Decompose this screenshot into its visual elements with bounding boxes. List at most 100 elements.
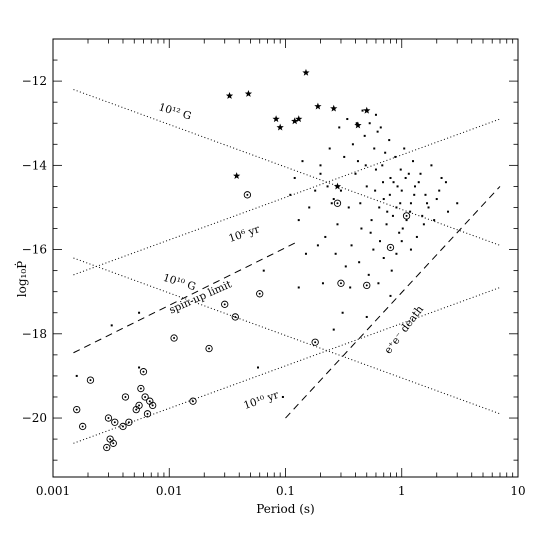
pulsar-point <box>341 311 344 314</box>
x-tick-label: 0.1 <box>276 484 295 498</box>
reference-line-label: e⁺e⁻ death <box>382 303 426 356</box>
pulsar-point <box>370 219 373 222</box>
pulsar-point <box>430 164 433 167</box>
binary-pulsar-point <box>243 191 252 199</box>
magnetar-star-point <box>272 115 280 123</box>
pulsar-point <box>427 206 430 209</box>
pulsar-point <box>389 294 392 297</box>
pulsar-point <box>394 155 397 158</box>
magnetar-star-point <box>354 121 362 129</box>
pulsar-point <box>372 248 375 251</box>
pulsar-point <box>367 273 370 276</box>
pulsar-point <box>398 231 401 234</box>
pulsar-point <box>392 181 395 184</box>
y-tick-label: −20 <box>22 411 47 425</box>
pulsar-point <box>344 265 347 268</box>
pulsar-point <box>407 172 410 175</box>
binary-pulsar-point <box>125 418 133 426</box>
pulsar-point <box>382 181 385 184</box>
pulsar-point <box>364 164 367 167</box>
pulsar-point <box>395 206 398 209</box>
pulsar-point <box>339 189 342 192</box>
pulsar-point <box>377 282 380 285</box>
binary-pulsar-point <box>221 300 229 308</box>
magnetar-star-point <box>333 182 342 190</box>
pulsar-point <box>363 134 366 137</box>
reference-line-label: 10¹⁰ yr <box>242 389 281 412</box>
pulsar-point <box>399 168 402 171</box>
pulsar-point <box>346 118 349 121</box>
pulsar-point <box>359 202 362 205</box>
pulsar-point <box>281 395 284 398</box>
binary-pulsar-point <box>103 443 111 452</box>
pulsar-point <box>374 168 377 171</box>
axis-ticks: 0.001 0.01 0.1 1 10 −12 −14 −16 −18 −20 <box>22 38 526 498</box>
pulsar-point <box>350 244 353 247</box>
pulsar-point <box>297 219 300 222</box>
pulsar-point <box>330 202 333 205</box>
binary-pulsar-point <box>111 418 119 426</box>
pulsar-point <box>381 164 384 167</box>
pulsar-point <box>336 223 339 226</box>
reference-line <box>73 257 501 415</box>
pulsar-point <box>373 147 376 150</box>
pulsar-point <box>289 193 292 196</box>
y-axis-label: log₁₀Ṗ <box>14 261 29 297</box>
pulsar-point <box>385 223 388 226</box>
reference-line-label: 10⁶ yr <box>227 223 262 245</box>
pulsar-point <box>358 261 361 264</box>
magnetar-star-point <box>291 117 299 125</box>
magnetar-star-point <box>330 104 338 112</box>
pulsar-point <box>440 176 443 179</box>
pulsar-point <box>321 282 324 285</box>
pulsar-point <box>417 181 420 184</box>
pulsar-point <box>391 214 394 217</box>
magnetar-star-point <box>276 123 284 131</box>
pulsar-point <box>403 147 406 150</box>
pulsar-point <box>399 202 402 205</box>
pulsar-point <box>447 210 450 213</box>
plot-frame <box>52 38 519 478</box>
binary-pulsar-point <box>143 410 152 418</box>
magnetar-star-point <box>302 68 310 76</box>
pulsar-point <box>138 311 141 314</box>
pulsar-point <box>421 214 424 217</box>
magnetar-star-point <box>233 172 241 179</box>
binary-pulsar-point <box>256 290 264 298</box>
pulsar-point <box>297 286 300 289</box>
pulsar-point <box>365 315 368 318</box>
binary-pulsar-point <box>311 338 319 346</box>
pulsar-point <box>351 143 354 146</box>
binary-pulsar-point <box>189 397 197 405</box>
pulsar-point <box>400 189 403 192</box>
pulsar-point <box>388 139 391 142</box>
pulsar-point <box>413 193 416 196</box>
pulsar-point <box>433 219 436 222</box>
pulsar-point <box>110 324 113 327</box>
pulsar-point <box>400 240 403 243</box>
pulsar-point <box>354 172 357 175</box>
reference-line <box>73 118 501 276</box>
reference-line <box>73 89 501 246</box>
pulsar-point <box>338 126 341 129</box>
pulsar-point <box>382 257 385 259</box>
reference-line <box>285 186 501 419</box>
pulsar-point <box>347 206 350 209</box>
binary-pulsar-point <box>139 368 148 376</box>
pulsar-point <box>332 328 335 331</box>
pulsar-point <box>256 366 259 369</box>
pulsar-point <box>355 122 358 125</box>
pulsar-point <box>301 160 304 163</box>
y-tick-label: −16 <box>22 243 47 257</box>
y-tick-label: −12 <box>22 74 47 88</box>
magnetar-star-point <box>314 102 322 110</box>
pulsar-point <box>293 176 296 179</box>
binary-pulsar-point <box>86 376 95 384</box>
pulsar-point <box>379 126 382 129</box>
pulsar-point <box>308 206 311 209</box>
pulsar-point <box>404 176 407 179</box>
pulsar-point <box>324 235 327 238</box>
pulsar-point <box>360 227 363 230</box>
y-tick-label: −14 <box>22 158 48 172</box>
